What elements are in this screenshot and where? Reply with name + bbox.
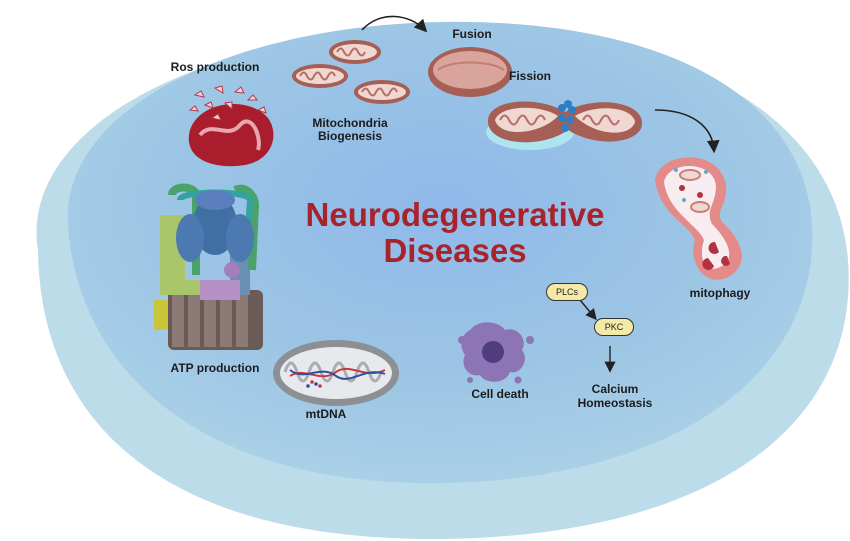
title-line2: Diseases	[383, 232, 527, 269]
arrow-fission-to-mitophagy	[654, 109, 720, 154]
cell-death-label: Cell death	[471, 387, 529, 401]
fission-mitochondrion-icon	[486, 100, 643, 150]
mtdna-mitochondrion-icon	[273, 340, 399, 406]
arrow-biogenesis-to-fusion	[361, 15, 428, 33]
ros-mitochondrion-icon	[188, 85, 274, 167]
fusion-label: Fusion	[452, 27, 492, 41]
atp-production-label: ATP production	[170, 361, 260, 375]
atp-synthase-icon	[154, 183, 263, 350]
ros-production-label: Ros production	[170, 60, 260, 74]
calcium-label-line2: Homeostasis	[577, 396, 653, 410]
plcs-node: PLCs	[546, 283, 588, 301]
apoptotic-cell-icon	[458, 322, 534, 384]
mitophagy-label: mitophagy	[689, 286, 751, 300]
biogenesis-mitochondria-icon	[292, 40, 410, 104]
mtdna-label: mtDNA	[305, 407, 347, 421]
fused-mitochondrion-icon	[428, 47, 512, 97]
title-line1: Neurodegenerative	[305, 196, 605, 233]
biogenesis-label-line2: Biogenesis	[317, 129, 383, 143]
pkc-node: PKC	[594, 318, 634, 336]
biogenesis-label-line1: Mitochondria	[312, 116, 388, 130]
autophagosome-icon	[655, 157, 742, 280]
cell-membrane	[36, 21, 849, 540]
calcium-label-line1: Calcium	[591, 382, 639, 396]
fission-label: Fission	[508, 69, 551, 83]
arrow-plcs-to-pkc	[579, 299, 597, 321]
